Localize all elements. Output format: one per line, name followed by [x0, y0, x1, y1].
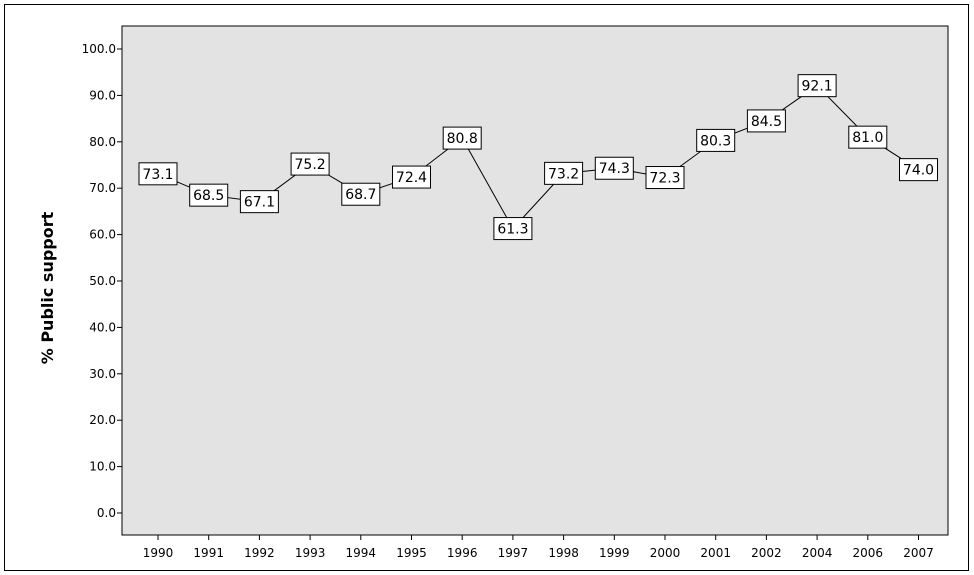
- data-label-box: [899, 158, 938, 182]
- data-point-label: 68.7: [341, 182, 381, 206]
- x-tick-label: 2006: [853, 546, 884, 560]
- data-label: 73.1: [142, 167, 173, 183]
- x-tick-label: 1999: [599, 546, 630, 560]
- data-label: 75.2: [295, 157, 326, 173]
- y-tick-label: 0.0: [97, 506, 116, 520]
- data-point-label: 74.3: [594, 156, 634, 180]
- x-axis: 1990 1991 1992 1993 1994 1995 1996 1997 1998 1999…: [143, 535, 934, 560]
- y-tick-label: 30.0: [89, 367, 116, 381]
- y-tick-label: 10.0: [89, 460, 116, 474]
- data-label: 68.5: [193, 188, 224, 204]
- data-label: 80.8: [447, 131, 478, 147]
- data-point-label: 84.5: [746, 109, 786, 133]
- line-chart: 0.0 10.0 20.0 30.0 40.0 50.0 60.0 70.0 80.0 90.0 1…: [38, 25, 949, 560]
- data-point-label: 67.1: [239, 190, 279, 214]
- data-label-box: [189, 183, 229, 207]
- data-label-box: [392, 165, 431, 189]
- x-tick-label: 2000: [650, 546, 681, 560]
- data-label-box: [341, 182, 381, 206]
- x-tick-label: 1997: [498, 546, 529, 560]
- data-label: 80.3: [700, 133, 731, 149]
- data-labels: 73.1 68.5 67.1 75.2 68.7 72.4 80.8 61.3 73.2 74.3…: [138, 74, 938, 241]
- data-label: 68.7: [345, 187, 376, 203]
- x-tick-label: 1998: [548, 546, 579, 560]
- y-tick-label: 70.0: [89, 181, 116, 195]
- data-label-box: [594, 156, 634, 180]
- data-point-label: 80.3: [696, 128, 736, 152]
- x-tick-label: 2002: [751, 546, 782, 560]
- x-tick-label: 1996: [447, 546, 478, 560]
- data-point-label: 72.4: [392, 165, 431, 189]
- y-tick-label: 50.0: [89, 274, 116, 288]
- data-point-label: 74.0: [899, 158, 938, 182]
- data-label-box: [493, 217, 533, 241]
- data-label: 72.4: [396, 170, 427, 186]
- data-label: 67.1: [244, 195, 275, 211]
- y-tick-label: 60.0: [89, 228, 116, 242]
- data-label-box: [138, 162, 178, 186]
- y-tick-label: 100.0: [82, 42, 116, 56]
- data-label: 73.2: [548, 166, 579, 182]
- data-point-label: 92.1: [797, 74, 837, 98]
- x-tick-label: 2001: [700, 546, 731, 560]
- data-label: 72.3: [649, 171, 680, 187]
- x-tick-label: 1995: [396, 546, 427, 560]
- data-label: 81.0: [852, 130, 883, 146]
- data-point-label: 72.3: [645, 166, 685, 190]
- y-tick-label: 80.0: [89, 135, 116, 149]
- plot-area: [121, 25, 949, 536]
- chart-frame: 0.0 10.0 20.0 30.0 40.0 50.0 60.0 70.0 80.0 90.0 1…: [4, 4, 969, 571]
- y-tick-label: 90.0: [89, 88, 116, 102]
- data-label-box: [746, 109, 786, 133]
- y-axis-title: % Public support: [38, 211, 57, 364]
- data-label-box: [239, 190, 279, 214]
- data-label-box: [696, 128, 736, 152]
- data-label-box: [645, 166, 685, 190]
- data-label-box: [442, 126, 482, 150]
- x-tick-label: 1991: [193, 546, 224, 560]
- data-point-label: 68.5: [189, 183, 229, 207]
- y-axis: 0.0 10.0 20.0 30.0 40.0 50.0 60.0 70.0 80.0 90.0 1…: [82, 42, 122, 520]
- data-label: 84.5: [751, 114, 782, 130]
- data-point-label: 61.3: [493, 217, 533, 241]
- y-tick-label: 40.0: [89, 320, 116, 334]
- data-label-box: [848, 125, 888, 149]
- data-label: 74.0: [903, 163, 934, 179]
- data-label-box: [544, 161, 584, 185]
- data-label: 92.1: [802, 79, 833, 95]
- x-tick-label: 1993: [295, 546, 326, 560]
- x-tick-label: 1994: [346, 546, 377, 560]
- x-tick-label: 1992: [244, 546, 275, 560]
- x-tick-label: 1990: [143, 546, 174, 560]
- data-point-label: 73.1: [138, 162, 178, 186]
- x-tick-label: 2004: [802, 546, 833, 560]
- data-label: 61.3: [497, 222, 528, 238]
- series-line: [157, 85, 919, 230]
- data-point-label: 73.2: [544, 161, 584, 185]
- y-tick-label: 20.0: [89, 413, 116, 427]
- data-point-label: 81.0: [848, 125, 888, 149]
- data-label-box: [797, 74, 837, 98]
- data-label-box: [290, 152, 330, 176]
- x-tick-label: 2007: [903, 546, 934, 560]
- data-point-label: 75.2: [290, 152, 330, 176]
- data-point-label: 80.8: [442, 126, 482, 150]
- data-label: 74.3: [599, 161, 630, 177]
